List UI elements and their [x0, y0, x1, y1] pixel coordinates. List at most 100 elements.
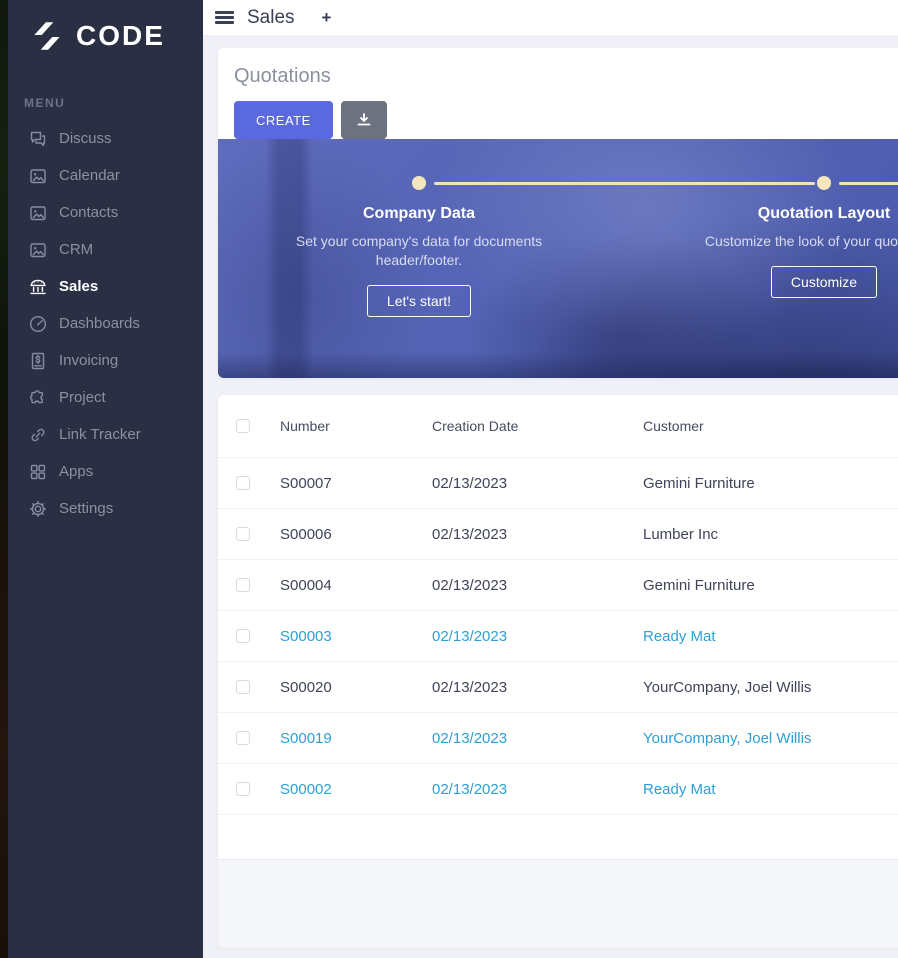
sidebar-item-discuss[interactable]: Discuss — [8, 120, 203, 157]
sidebar-item-link-tracker[interactable]: Link Tracker — [8, 416, 203, 453]
main-area: Quotations CREATE Company Data Set your … — [203, 35, 898, 958]
gear-icon — [28, 499, 48, 519]
brand-logo[interactable]: CODE — [8, 0, 203, 52]
sidebar-item-label: Settings — [59, 500, 114, 517]
topbar-title: Sales — [247, 6, 295, 28]
table-row[interactable]: S00006 02/13/2023 Lumber Inc — [218, 509, 898, 560]
double-arrow-logo-icon — [34, 22, 60, 50]
column-header-customer: Customer — [643, 418, 704, 434]
sidebar-item-label: CRM — [59, 241, 94, 258]
create-button[interactable]: CREATE — [234, 101, 333, 139]
background-photo-edge — [0, 0, 8, 958]
cell-customer: YourCompany, Joel Willis — [643, 678, 812, 696]
row-checkbox[interactable] — [236, 680, 250, 694]
sidebar-item-project[interactable]: Project — [8, 379, 203, 416]
quotations-table: Number Creation Date Customer S00007 02/… — [218, 395, 898, 948]
timeline-line — [839, 181, 898, 185]
row-checkbox[interactable] — [236, 476, 250, 490]
cell-creation-date: 02/13/2023 — [432, 627, 508, 645]
cell-creation-date: 02/13/2023 — [432, 474, 508, 492]
sidebar-item-label: Project — [59, 389, 106, 406]
row-checkbox[interactable] — [236, 629, 250, 643]
row-checkbox[interactable] — [236, 782, 250, 796]
cell-customer: Gemini Furniture — [643, 474, 755, 492]
sidebar-item-contacts[interactable]: Contacts — [8, 194, 203, 231]
cell-creation-date: 02/13/2023 — [432, 525, 508, 543]
cell-number: S00003 — [280, 627, 332, 645]
sidebar-item-label: Link Tracker — [59, 426, 141, 443]
apps-icon — [28, 462, 48, 482]
lets-start-button[interactable]: Let's start! — [366, 285, 472, 317]
sidebar-item-settings[interactable]: Settings — [8, 490, 203, 527]
table-row[interactable]: S00007 02/13/2023 Gemini Furniture — [218, 458, 898, 509]
step-title: Quotation Layout — [757, 205, 891, 222]
cell-number: S00020 — [280, 678, 332, 696]
row-checkbox[interactable] — [236, 731, 250, 745]
topbar: Sales + — [203, 0, 898, 35]
sidebar-item-crm[interactable]: CRM — [8, 231, 203, 268]
sidebar-menu: Discuss Calendar Contacts CRM Sales Dash… — [8, 120, 203, 527]
cell-customer: Ready Mat — [643, 780, 716, 798]
cell-number: S00004 — [280, 576, 332, 594]
cell-creation-date: 02/13/2023 — [432, 729, 508, 747]
onboarding-banner: Company Data Set your company's data for… — [218, 139, 898, 378]
table-footer-area — [218, 860, 898, 948]
puzzle-icon — [28, 388, 48, 408]
sidebar-item-label: Apps — [59, 463, 94, 480]
step-description: Set your company's data for documents he… — [295, 233, 543, 268]
row-checkbox[interactable] — [236, 527, 250, 541]
quotations-header: Quotations CREATE — [218, 48, 898, 139]
add-tab-icon[interactable]: + — [321, 7, 332, 27]
step-title: Company Data — [362, 205, 476, 222]
page-title: Quotations — [234, 65, 331, 87]
onboarding-step-company-data: Company Data Set your company's data for… — [279, 205, 559, 317]
invoice-icon — [28, 351, 48, 371]
sidebar-item-label: Invoicing — [59, 352, 119, 369]
table-header-row: Number Creation Date Customer — [218, 395, 898, 458]
table-row[interactable]: S00002 02/13/2023 Ready Mat — [218, 764, 898, 815]
image-icon — [28, 166, 48, 186]
table-row[interactable]: S00019 02/13/2023 YourCompany, Joel Will… — [218, 713, 898, 764]
sidebar: CODE MENU Discuss Calendar Contacts CRM … — [8, 0, 203, 958]
cell-creation-date: 02/13/2023 — [432, 678, 508, 696]
sidebar-item-label: Contacts — [59, 204, 119, 221]
table-row[interactable]: S00020 02/13/2023 YourCompany, Joel Will… — [218, 662, 898, 713]
menu-section-label: MENU — [24, 96, 66, 110]
sidebar-item-label: Discuss — [59, 130, 112, 147]
column-header-creation-date: Creation Date — [432, 418, 519, 434]
export-button[interactable] — [340, 101, 387, 139]
gauge-icon — [28, 314, 48, 334]
action-buttons: CREATE — [234, 101, 898, 139]
select-all-checkbox[interactable] — [236, 419, 250, 433]
cell-number: S00019 — [280, 729, 332, 747]
onboarding-step-quotation-layout: Quotation Layout Customize the look of y… — [684, 205, 898, 298]
sidebar-item-invoicing[interactable]: Invoicing — [8, 342, 203, 379]
cell-number: S00006 — [280, 525, 332, 543]
sidebar-item-calendar[interactable]: Calendar — [8, 157, 203, 194]
hamburger-menu-icon[interactable] — [215, 11, 234, 24]
column-header-number: Number — [280, 418, 330, 434]
timeline-dot — [817, 176, 831, 190]
timeline-line — [434, 181, 815, 185]
table-row[interactable]: S00003 02/13/2023 Ready Mat — [218, 611, 898, 662]
cell-customer: Ready Mat — [643, 627, 716, 645]
table-body: S00007 02/13/2023 Gemini Furniture S0000… — [218, 458, 898, 815]
link-icon — [28, 425, 48, 445]
brand-name: CODE — [76, 20, 165, 51]
empty-row — [218, 815, 898, 860]
customize-button[interactable]: Customize — [770, 266, 878, 298]
cell-creation-date: 02/13/2023 — [432, 780, 508, 798]
sidebar-item-apps[interactable]: Apps — [8, 453, 203, 490]
sidebar-item-label: Sales — [59, 278, 99, 295]
timeline-dot — [412, 176, 426, 190]
sidebar-item-sales[interactable]: Sales — [8, 268, 203, 305]
row-checkbox[interactable] — [236, 578, 250, 592]
cell-customer: Lumber Inc — [643, 525, 719, 543]
table-row[interactable]: S00004 02/13/2023 Gemini Furniture — [218, 560, 898, 611]
cell-creation-date: 02/13/2023 — [432, 576, 508, 594]
cell-number: S00002 — [280, 780, 332, 798]
image-icon — [28, 240, 48, 260]
cell-customer: YourCompany, Joel Willis — [643, 729, 812, 747]
sidebar-item-dashboards[interactable]: Dashboards — [8, 305, 203, 342]
bank-icon — [28, 277, 48, 297]
